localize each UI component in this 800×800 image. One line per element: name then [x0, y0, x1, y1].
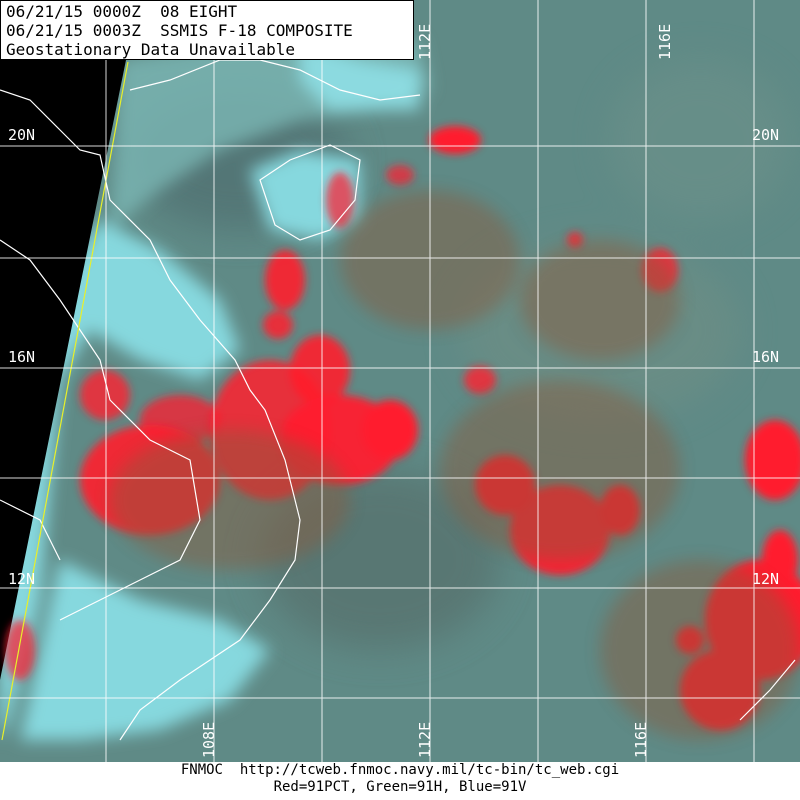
swath-edge-line	[1, 61, 129, 741]
lon-label-108e: 108E	[200, 722, 218, 758]
lat-label-20n: 20N	[8, 126, 35, 144]
header-line-time-storm: 06/21/15 0000Z 08 EIGHT	[6, 2, 238, 21]
rain-bands	[110, 190, 800, 740]
lat-label-16n: 16N	[8, 348, 35, 366]
header-line-geostationary: Geostationary Data Unavailable	[6, 40, 295, 59]
lat-label-12n-right: 12N	[752, 570, 779, 588]
lon-label-116e-top: 116E	[656, 24, 674, 60]
footer-source: FNMOC http://tcweb.fnmoc.navy.mil/tc-bin…	[180, 762, 620, 778]
lat-label-16n-right: 16N	[752, 348, 779, 366]
latlon-grid	[0, 0, 800, 762]
coastlines	[0, 59, 796, 741]
lon-label-112e-top: 112E	[416, 24, 434, 60]
lat-label-12n: 12N	[8, 570, 35, 588]
header-line-sensor: 06/21/15 0003Z SSMIS F-18 COMPOSITE	[6, 21, 353, 40]
header-info-box: 06/21/15 0000Z 08 EIGHT 06/21/15 0003Z S…	[0, 0, 414, 60]
outside-swath-region	[0, 60, 126, 680]
footer-credits: FNMOC http://tcweb.fnmoc.navy.mil/tc-bin…	[0, 762, 800, 800]
lon-label-112e: 112E	[416, 722, 434, 758]
lat-label-20n-right: 20N	[752, 126, 779, 144]
footer-channel-legend: Red=91PCT, Green=91H, Blue=91V	[273, 779, 527, 795]
latitude-labels: 20N 20N 16N 16N 12N 12N	[8, 126, 779, 588]
satellite-map: 20N 20N 16N 16N 12N 12N 108E 112E 112E 1…	[0, 0, 800, 762]
lon-label-116e: 116E	[632, 722, 650, 758]
longitude-labels: 108E 112E 112E 116E 116E	[200, 24, 674, 758]
